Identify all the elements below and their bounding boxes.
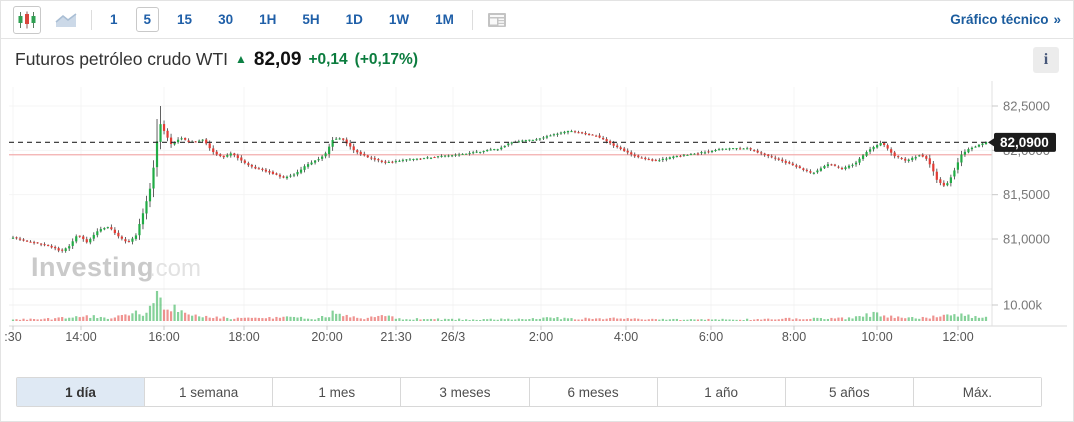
last-price-tag <box>994 132 1056 152</box>
up-arrow-icon: ▲ <box>235 51 247 66</box>
svg-text::30: :30 <box>4 330 21 344</box>
chart-toolbar: 1 5 15 30 1H 5H 1D 1W 1M Gráfico técnico… <box>1 1 1073 39</box>
candlestick-chart-button[interactable] <box>13 5 41 34</box>
news-panel-icon <box>487 12 506 27</box>
svg-text:6:00: 6:00 <box>699 330 723 344</box>
range-tab-3m[interactable]: 3 meses <box>400 378 529 406</box>
area-chart-icon <box>55 12 77 27</box>
svg-text:20:00: 20:00 <box>311 330 342 344</box>
svg-text:10:00: 10:00 <box>861 330 892 344</box>
timeframe-5h[interactable]: 5H <box>294 7 327 32</box>
last-price: 82,09 <box>253 48 302 70</box>
svg-text:82,0900: 82,0900 <box>1000 135 1049 150</box>
range-tab-1y[interactable]: 1 año <box>656 378 785 406</box>
svg-text:2:00: 2:00 <box>529 330 553 344</box>
svg-text:21:30: 21:30 <box>380 330 411 344</box>
chart-canvas[interactable]: Investing.com :30 14:00 16:00 18:00 20:00 21:3… <box>1 79 1074 347</box>
range-tab-max[interactable]: Máx. <box>912 378 1041 406</box>
svg-text:4:00: 4:00 <box>614 330 638 344</box>
timeframe-5[interactable]: 5 <box>135 7 160 32</box>
candlestick-icon <box>18 11 36 28</box>
watermark: Investing <box>31 252 154 282</box>
timeframe-30[interactable]: 30 <box>210 7 241 32</box>
svg-text:26/3: 26/3 <box>441 330 465 344</box>
timeframe-1h[interactable]: 1H <box>251 7 284 32</box>
timeframe-1d[interactable]: 1D <box>338 7 371 32</box>
timeframe-1w[interactable]: 1W <box>381 7 417 32</box>
price-change-percent: (+0,17%) <box>354 50 418 68</box>
svg-text:82,5000: 82,5000 <box>1003 99 1050 114</box>
technical-chart-link[interactable]: Gráfico técnico » <box>950 12 1061 27</box>
svg-text:10.00k: 10.00k <box>1003 298 1043 313</box>
svg-text:18:00: 18:00 <box>228 330 259 344</box>
range-tab-5y[interactable]: 5 años <box>784 378 913 406</box>
volume-bars <box>11 290 988 321</box>
info-button[interactable]: i <box>1033 46 1059 73</box>
price-change: +0,14 <box>308 50 348 68</box>
news-panel-button[interactable] <box>483 6 511 34</box>
svg-text:.com: .com <box>149 255 201 282</box>
svg-text:81,5000: 81,5000 <box>1003 187 1050 202</box>
svg-text:14:00: 14:00 <box>65 330 96 344</box>
svg-text:16:00: 16:00 <box>148 330 179 344</box>
area-chart-button[interactable] <box>51 6 81 34</box>
instrument-header: Futuros petróleo crudo WTI ▲ 82,09 +0,14… <box>1 40 1073 79</box>
range-tab-1w[interactable]: 1 semana <box>144 378 273 406</box>
chevron-right-icon: » <box>1053 12 1061 27</box>
range-tab-1m[interactable]: 1 mes <box>272 378 401 406</box>
technical-chart-label: Gráfico técnico <box>950 12 1049 27</box>
timeframe-15[interactable]: 15 <box>169 7 200 32</box>
candles <box>11 106 988 253</box>
toolbar-divider <box>91 9 92 30</box>
range-tab-1d[interactable]: 1 día <box>17 378 145 406</box>
price-volume-chart[interactable]: Investing .com :30 14:00 16:00 18:00 20:00 21:3… <box>1 79 1074 347</box>
toolbar-divider <box>471 9 473 30</box>
svg-text:81,0000: 81,0000 <box>1003 232 1050 247</box>
timeframe-1[interactable]: 1 <box>102 7 126 32</box>
instrument-title: Futuros petróleo crudo WTI <box>15 49 228 69</box>
range-tabs: 1 día 1 semana 1 mes 3 meses 6 meses 1 a… <box>16 377 1042 407</box>
svg-text:12:00: 12:00 <box>942 330 973 344</box>
range-tab-6m[interactable]: 6 meses <box>528 378 657 406</box>
svg-text:8:00: 8:00 <box>782 330 806 344</box>
timeframe-1m[interactable]: 1M <box>427 7 462 32</box>
